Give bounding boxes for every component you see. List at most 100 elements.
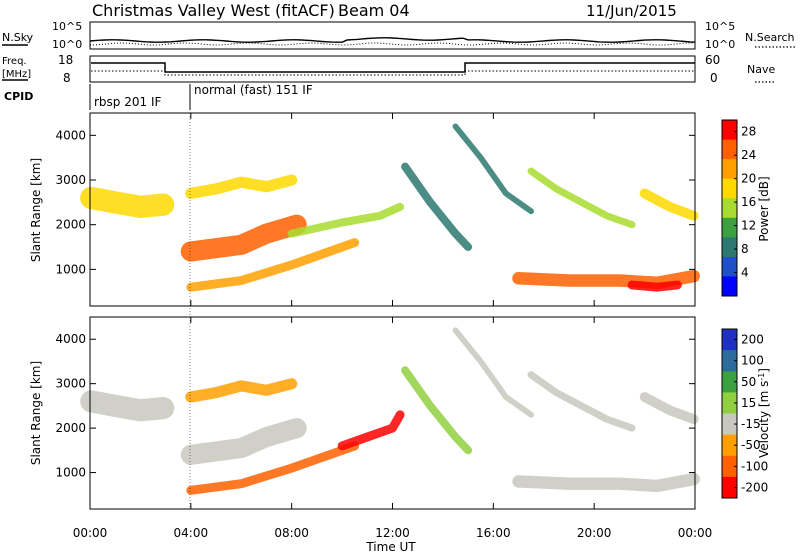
nave-tick-bottom: 0 [710,71,718,85]
power-ylabel: Slant Range [km] [29,158,43,262]
noise-left-tick-bottom: 10^0 [52,38,82,51]
xtick-label-3: 12:00 [375,526,410,540]
noise-left-tick-top: 10^5 [52,20,82,33]
xtick-label-0: 00:00 [73,526,108,540]
vel-band-6 [401,366,473,455]
power-band-3 [185,174,298,199]
power-ytick-label-1: 3000 [55,173,86,187]
power-cbar-label-3: 16 [741,195,756,209]
power-cbar-label-0: 28 [741,125,756,139]
time-axis-label: Time UT [365,540,416,554]
velocity-cbar-label-5: -50 [741,438,761,452]
vel-band-9 [639,392,699,425]
velocity-cbar-segment-5 [722,434,737,457]
xtick-label-6: 00:00 [678,526,713,540]
power-cbar-label-6: 4 [741,266,749,280]
nave-tick-top: 60 [705,53,720,67]
power-yaxis: 4000 3000 2000 1000 [55,128,695,276]
noise-sky-trace [89,37,696,43]
velocity-cbar-label-4: -15 [741,417,761,431]
power-cbar-segment-3 [722,178,737,199]
xtick-label-5: 20:00 [577,526,612,540]
vel-band-10 [512,473,700,493]
velocity-cbar-label-7: -200 [741,480,768,494]
vel-band-4 [186,441,360,495]
time-axis: 00:00 04:00 08:00 12:00 16:00 20:00 00:00 [73,113,713,540]
velocity-cbar-segment-1 [722,350,737,372]
noise-search-trace [89,42,695,46]
cpid-label: CPID [4,90,33,103]
power-band-2 [180,214,307,262]
nave-label: Nave [747,63,775,76]
vel-ytick-label-1: 3000 [55,377,86,391]
velocity-cbar-label-6: -100 [741,459,768,473]
power-cbar-frame [721,119,738,297]
noise-right-tick-top: 10^5 [705,20,735,33]
power-cbar-label-5: 8 [741,242,749,256]
power-band-1 [80,186,175,218]
freq-label: Freq. [2,56,27,67]
noise-panel-frame [89,21,696,50]
xtick-label-2: 08:00 [274,526,309,540]
velocity-colorbar: 200 100 50 15 -15 -50 -100 -200 [721,328,768,499]
power-ytick-label-0: 4000 [55,128,86,142]
vel-band-3 [185,378,298,403]
freq-unit-label: [MHz] [2,69,31,80]
velocity-data-layer [80,327,700,495]
beam-label: Beam 04 [338,1,410,20]
velocity-ylabel: Slant Range [km] [29,361,43,465]
velocity-cbar-segment-2 [722,371,737,393]
power-band-4 [186,238,360,292]
power-cbar-segment-0 [722,120,737,141]
vel-ytick-label-0: 4000 [55,332,86,346]
power-cbar-segment-2 [722,159,737,180]
velocity-cbar-frame [721,328,738,499]
nave-trace [91,70,695,76]
power-cbar-segment-1 [722,139,737,160]
power-heatmap-panel: 4000 3000 2000 1000 Slant Range [km] [29,112,700,307]
power-band-7 [452,123,534,215]
velocity-cbar-segment-3 [722,392,737,414]
power-band-8 [527,167,636,229]
power-band-9 [639,188,699,221]
power-cbar-label-1: 24 [741,148,756,162]
noise-search-label: N.Search [745,31,795,44]
velocity-cbar-label-1: 100 [741,354,764,368]
vel-band-2 [180,418,307,465]
date-label: 11/Jun/2015 [586,2,677,20]
vel-ytick-label-3: 1000 [55,466,86,480]
vel-band-1 [80,390,175,422]
velocity-cbar-segment-0 [722,329,737,351]
vel-ytick-label-2: 2000 [55,421,86,435]
noise-right-tick-bottom: 10^0 [705,38,735,51]
power-cbar-segment-6 [722,237,737,258]
power-data-layer [80,123,700,292]
velocity-cbar-label-2: 50 [741,375,756,389]
freq-trace [91,62,695,73]
freq-tick-bottom: 8 [63,71,71,85]
freq-tick-top: 18 [58,53,73,67]
power-colorbar-label: Power [dB] [757,176,771,241]
velocity-cbar-segment-4 [722,413,737,436]
station-title: Christmas Valley West (fitACF) [92,1,335,20]
power-cbar-label-4: 12 [741,219,756,233]
velocity-cbar-segment-6 [722,455,737,478]
power-cbar-segment-7 [722,256,737,277]
velocity-colorbar-label: Velocity [m s-1] [757,368,771,458]
velocity-cbar-label-3: 15 [741,396,756,410]
freq-panel-frame [89,55,696,83]
vel-band-7 [452,327,534,418]
power-cbar-segment-5 [722,217,737,238]
xtick-label-4: 16:00 [476,526,511,540]
power-ytick-label-2: 2000 [55,218,86,232]
velocity-cbar-segment-7 [722,476,737,499]
velocity-yaxis: 4000 3000 2000 1000 [55,332,695,480]
power-cbar-label-2: 20 [741,172,756,186]
power-band-5 [287,202,405,238]
power-band-6 [401,162,473,251]
noise-sky-label: N.Sky [2,31,34,44]
power-ytick-label-3: 1000 [55,262,86,276]
vel-band-5 [337,410,405,451]
power-band-11 [627,280,682,292]
